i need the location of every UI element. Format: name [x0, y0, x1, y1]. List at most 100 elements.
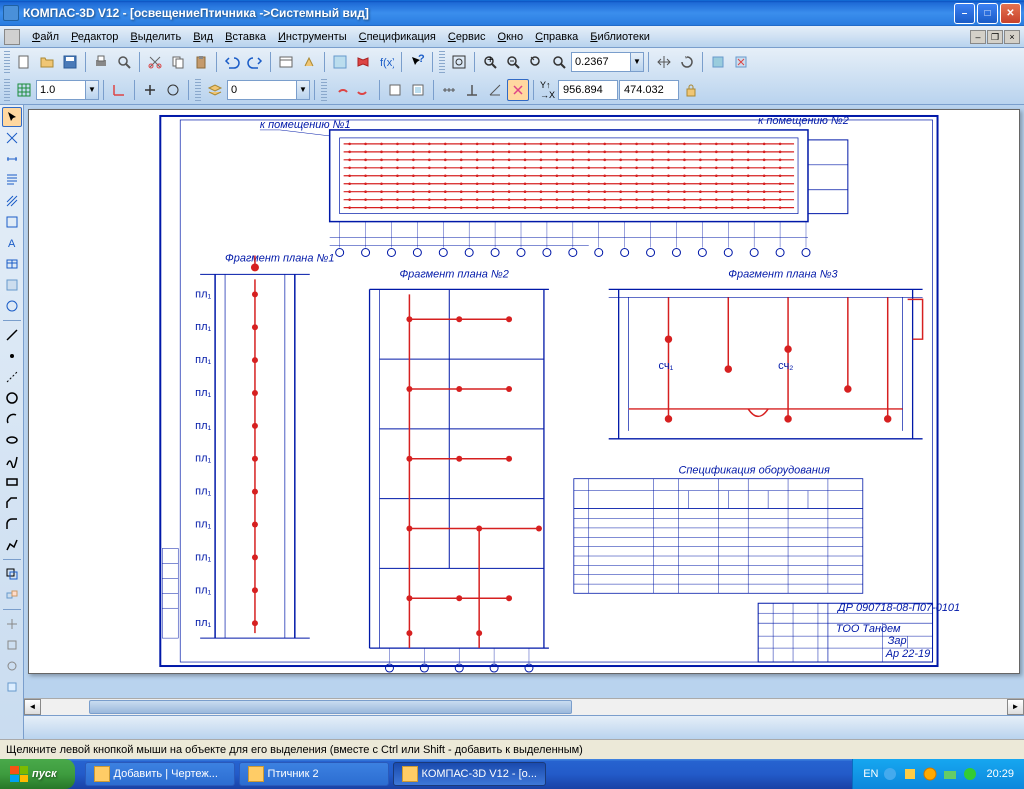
- new-button[interactable]: [13, 51, 35, 73]
- offset-tool-button[interactable]: [2, 564, 22, 584]
- chamfer-tool-button[interactable]: [2, 493, 22, 513]
- paste-button[interactable]: [190, 51, 212, 73]
- mdi-minimize-button[interactable]: –: [970, 30, 986, 44]
- layer-mgr-button[interactable]: [204, 79, 226, 101]
- menu-редактор[interactable]: Редактор: [65, 29, 124, 45]
- line-tool-button[interactable]: [2, 325, 22, 345]
- zoom-dropdown-arrow[interactable]: ▼: [631, 52, 644, 72]
- copy-props-button[interactable]: [298, 51, 320, 73]
- grid-button[interactable]: [13, 79, 35, 101]
- menu-инструменты[interactable]: Инструменты: [272, 29, 353, 45]
- misc-1-button[interactable]: [2, 614, 22, 634]
- assembly-tool-button[interactable]: [2, 585, 22, 605]
- taskbar-item[interactable]: Добавить | Чертеж...: [85, 762, 235, 786]
- redraw-button[interactable]: [707, 51, 729, 73]
- maximize-button[interactable]: □: [977, 3, 998, 24]
- close-button[interactable]: ✕: [1000, 3, 1021, 24]
- select-tool-button[interactable]: [2, 107, 22, 127]
- zoom-previous-button[interactable]: [525, 51, 547, 73]
- menu-вставка[interactable]: Вставка: [219, 29, 272, 45]
- arc-tool-button[interactable]: [2, 409, 22, 429]
- fx-button[interactable]: f(x): [375, 51, 397, 73]
- circle-tool-button[interactable]: [2, 388, 22, 408]
- menu-справка[interactable]: Справка: [529, 29, 584, 45]
- rotate-button[interactable]: [676, 51, 698, 73]
- measure-button[interactable]: [438, 79, 460, 101]
- scroll-left-button[interactable]: ◄: [24, 699, 41, 715]
- tray-icon-3[interactable]: [922, 766, 938, 782]
- zoom-scale-button[interactable]: [548, 51, 570, 73]
- menu-выделить[interactable]: Выделить: [124, 29, 187, 45]
- misc-4-button[interactable]: [2, 677, 22, 697]
- edit-tool-button[interactable]: [2, 212, 22, 232]
- menu-вид[interactable]: Вид: [187, 29, 219, 45]
- aux-line-tool-button[interactable]: [2, 367, 22, 387]
- notation-tool-button[interactable]: [2, 170, 22, 190]
- coord-lock-button[interactable]: [680, 79, 702, 101]
- menu-спецификация[interactable]: Спецификация: [353, 29, 442, 45]
- fillet-tool-button[interactable]: [2, 514, 22, 534]
- ortho-button[interactable]: [139, 79, 161, 101]
- mdi-close-button[interactable]: ×: [1004, 30, 1020, 44]
- menu-окно[interactable]: Окно: [492, 29, 530, 45]
- scroll-right-button[interactable]: ►: [1007, 699, 1024, 715]
- variables-button[interactable]: [329, 51, 351, 73]
- undo-button[interactable]: [221, 51, 243, 73]
- layer-dropdown-arrow[interactable]: ▼: [297, 80, 310, 100]
- cut-button[interactable]: [144, 51, 166, 73]
- dimension-tool-button[interactable]: [2, 149, 22, 169]
- scroll-thumb[interactable]: [89, 700, 572, 714]
- ellipse-tool-button[interactable]: [2, 430, 22, 450]
- redo-button[interactable]: [244, 51, 266, 73]
- step-dropdown-arrow[interactable]: ▼: [86, 80, 99, 100]
- properties-button[interactable]: [275, 51, 297, 73]
- local-cs-button[interactable]: [108, 79, 130, 101]
- open-button[interactable]: [36, 51, 58, 73]
- zoom-dynamic-button[interactable]: [502, 51, 524, 73]
- start-button[interactable]: пуск: [0, 759, 75, 789]
- taskbar-item[interactable]: Птичник 2: [239, 762, 389, 786]
- text-tool-button[interactable]: A: [2, 233, 22, 253]
- toggle-1-button[interactable]: [384, 79, 406, 101]
- preview-button[interactable]: [113, 51, 135, 73]
- misc-2-button[interactable]: [2, 635, 22, 655]
- table-tool-button[interactable]: [2, 254, 22, 274]
- angle-button[interactable]: [484, 79, 506, 101]
- tray-icon-2[interactable]: [902, 766, 918, 782]
- snap-mid-button[interactable]: [353, 79, 375, 101]
- save-button[interactable]: [59, 51, 81, 73]
- zoom-input[interactable]: [571, 52, 631, 72]
- menu-сервис[interactable]: Сервис: [442, 29, 492, 45]
- print-button[interactable]: [90, 51, 112, 73]
- menu-библиотеки[interactable]: Библиотеки: [584, 29, 656, 45]
- tray-icon-5[interactable]: [962, 766, 978, 782]
- misc-3-button[interactable]: [2, 656, 22, 676]
- snap-end-button[interactable]: [330, 79, 352, 101]
- polyline-tool-button[interactable]: [2, 535, 22, 555]
- spline-tool-button[interactable]: [2, 451, 22, 471]
- mdi-restore-button[interactable]: ❐: [987, 30, 1003, 44]
- step-input[interactable]: [36, 80, 86, 100]
- perp-button[interactable]: [461, 79, 483, 101]
- copy-button[interactable]: [167, 51, 189, 73]
- tray-icon-4[interactable]: [942, 766, 958, 782]
- geometry-tool-button[interactable]: [2, 128, 22, 148]
- tray-icon-1[interactable]: [882, 766, 898, 782]
- layer-input[interactable]: [227, 80, 297, 100]
- point-tool-button[interactable]: [2, 346, 22, 366]
- pan-button[interactable]: [653, 51, 675, 73]
- zoom-window-button[interactable]: +: [479, 51, 501, 73]
- snap-active-button[interactable]: [507, 79, 529, 101]
- clock[interactable]: 20:29: [986, 768, 1014, 780]
- zoom-all-button[interactable]: [448, 51, 470, 73]
- spec-tool-button[interactable]: [2, 275, 22, 295]
- library-button[interactable]: [352, 51, 374, 73]
- horizontal-scrollbar[interactable]: ◄ ►: [24, 698, 1024, 715]
- rect-tool-button[interactable]: [2, 472, 22, 492]
- help-button[interactable]: ?: [406, 51, 428, 73]
- toggle-2-button[interactable]: [407, 79, 429, 101]
- canvas-viewport[interactable]: к помещению №1 к помещению №2 Фрагмент п…: [24, 105, 1024, 698]
- taskbar-item[interactable]: КОМПАС-3D V12 - [о...: [393, 762, 546, 786]
- param-tool-button[interactable]: [2, 296, 22, 316]
- refresh-button[interactable]: [730, 51, 752, 73]
